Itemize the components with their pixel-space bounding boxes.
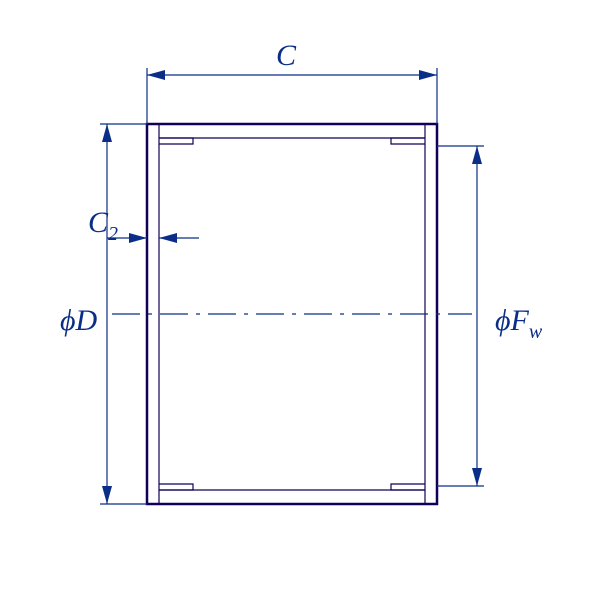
label-c: C <box>276 39 297 72</box>
label-c2: C2 <box>88 206 118 245</box>
label-phi-d: ϕD <box>60 304 98 337</box>
bearing-cross-section-diagram: C C2 ϕD ϕFw <box>0 0 600 600</box>
label-phi-fw: ϕFw <box>495 304 543 343</box>
